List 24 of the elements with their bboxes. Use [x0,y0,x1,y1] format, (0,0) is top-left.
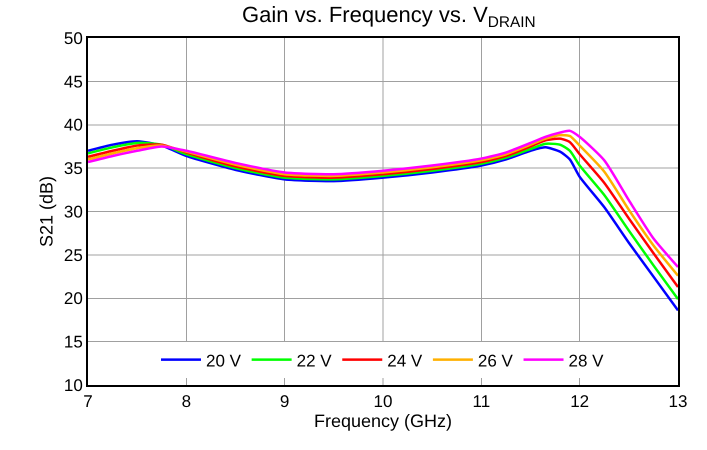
legend-label: 26 V [478,351,514,370]
y-tick-label: 25 [64,246,83,265]
y-tick-label: 40 [64,116,83,135]
legend-label: 24 V [387,351,423,370]
x-tick-label: 13 [668,392,688,412]
y-tick-label: 50 [64,28,83,48]
y-tick-label: 15 [64,332,83,352]
chart-title: Gain vs. Frequency vs. V$_{DRAIN}$ [242,2,536,31]
y-tick-label: 30 [64,202,83,222]
y-tick-label: 10 [64,376,83,395]
y-axis-title: S21 (dB) [36,176,57,248]
x-axis-title: Frequency (GHz) [314,411,452,432]
x-tick-label: 9 [280,392,290,412]
y-tick-label: 35 [64,159,83,178]
legend-label: 22 V [296,351,332,370]
x-tick-label: 7 [83,392,93,412]
y-tick-label: 45 [64,72,83,92]
x-tick-label: 11 [472,392,490,412]
legend-label: 20 V [206,351,242,370]
x-tick-label: 12 [570,392,590,412]
legend-label: 28 V [568,351,604,370]
y-tick-label: 20 [64,289,83,308]
x-tick-label: 8 [182,392,192,412]
x-tick-label: 10 [374,392,392,412]
